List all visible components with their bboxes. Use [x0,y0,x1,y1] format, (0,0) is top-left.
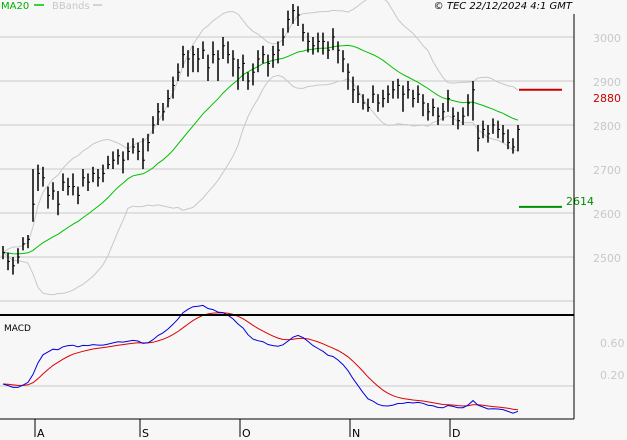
price-bars [2,4,520,275]
copyright-timestamp: © TEC 22/12/2024 4:1 GMT [434,1,573,12]
support-label: 2614 [566,195,594,208]
macd-tick-label: 0.60 [600,337,625,350]
legend-ma20-label: MA20 [1,1,29,12]
month-label: S [142,427,149,440]
bollinger-bands [2,0,519,296]
bband-lower [2,74,518,296]
macd-label: MACD [4,324,31,334]
price-tick-label: 2700 [593,164,621,177]
macd-line [2,304,519,414]
price-tick-label: 3000 [593,32,621,45]
bband-upper [2,0,519,254]
price-tick-label: 2900 [593,76,621,89]
month-label: A [37,427,45,440]
month-label: D [452,427,460,440]
price-levels: 2880 2614 [519,88,621,208]
macd-tick-label: 0.20 [600,369,625,382]
price-tick-label: 2800 [593,120,621,133]
legend-bbands-label: BBands [52,1,90,12]
resistance-label: 2880 [593,92,621,105]
ma20-line [2,44,519,255]
price-grid: 3000 2900 2800 2700 2600 2500 [0,32,621,302]
month-label: N [352,427,360,440]
macd-panel: 0.60 0.20 [0,304,625,414]
price-tick-label: 2500 [593,252,621,265]
price-tick-label: 2600 [593,208,621,221]
macd-signal-line [2,312,519,411]
month-label: O [242,427,251,440]
ma20-line [2,44,519,255]
